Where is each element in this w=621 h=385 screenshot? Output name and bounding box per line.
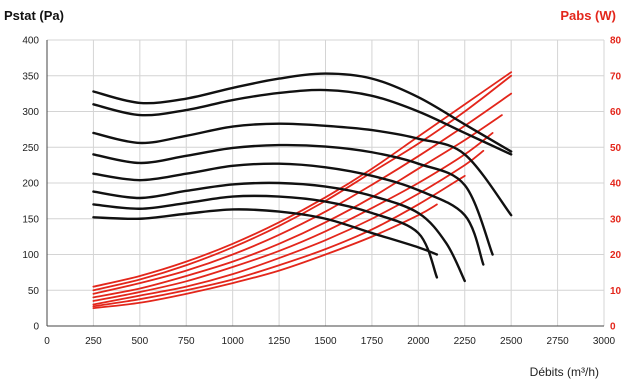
y-right-tick-label: 70 [610,71,621,82]
y-right-tick-label: 0 [610,322,616,333]
axes [46,40,604,327]
pressure-curve [92,181,466,283]
pressure-curve [92,162,485,266]
y-right-tick-label: 60 [610,107,621,118]
x-tick-label: 750 [178,336,195,347]
power-curve [92,132,494,302]
pressure-curve [92,88,513,156]
right-axis-title: Pabs (W) [560,8,616,23]
y-left-tick-label: 150 [22,214,39,225]
y-left-tick-label: 300 [22,107,39,118]
y-right-tick-labels: 0 10 20 30 40 50 60 70 80 [610,36,621,333]
x-tick-label: 1750 [361,336,384,347]
x-tick-label: 1000 [222,336,245,347]
pressure-curve [92,208,439,256]
y-right-tick-label: 10 [610,286,621,297]
y-left-tick-label: 0 [33,322,39,333]
x-tick-label: 3000 [593,336,616,347]
y-right-tick-label: 50 [610,143,621,154]
x-tick-labels: 0 250 500 750 1000 1250 1500 1750 2000 2250 2500 27… [44,336,615,347]
x-tick-label: 1250 [268,336,291,347]
x-tick-label: 250 [85,336,102,347]
x-tick-label: 2250 [454,336,477,347]
power-curve [92,174,466,308]
power-curves [92,71,513,310]
pressure-curves [92,72,513,283]
pressure-curve [92,122,513,217]
power-curve [92,203,438,310]
power-curve [92,114,503,299]
pressure-curve [92,143,494,256]
pressure-curve [92,194,439,279]
y-left-tick-label: 250 [22,143,39,154]
y-right-tick-label: 20 [610,250,621,261]
power-curve [92,92,513,295]
y-left-tick-label: 100 [22,250,39,261]
y-left-tick-label: 200 [22,179,39,190]
power-curve [92,71,513,288]
y-left-tick-label: 400 [22,36,39,47]
x-tick-label: 2500 [500,336,523,347]
y-right-tick-label: 80 [610,36,621,47]
x-axis-label: Débits (m³/h) [529,365,599,379]
x-tick-label: 0 [44,336,50,347]
grid [47,39,605,326]
power-curve [92,149,485,306]
y-left-tick-label: 50 [28,286,40,297]
y-left-tick-label: 350 [22,71,39,82]
y-right-tick-label: 30 [610,214,621,225]
x-tick-label: 2750 [546,336,569,347]
y-right-tick-label: 40 [610,179,621,190]
x-tick-label: 2000 [407,336,430,347]
x-tick-label: 500 [131,336,148,347]
left-axis-title: Pstat (Pa) [4,8,64,23]
pressure-curve [92,72,513,153]
y-left-tick-labels: 0 50 100 150 200 250 300 350 400 [22,36,39,333]
x-tick-label: 1500 [314,336,337,347]
